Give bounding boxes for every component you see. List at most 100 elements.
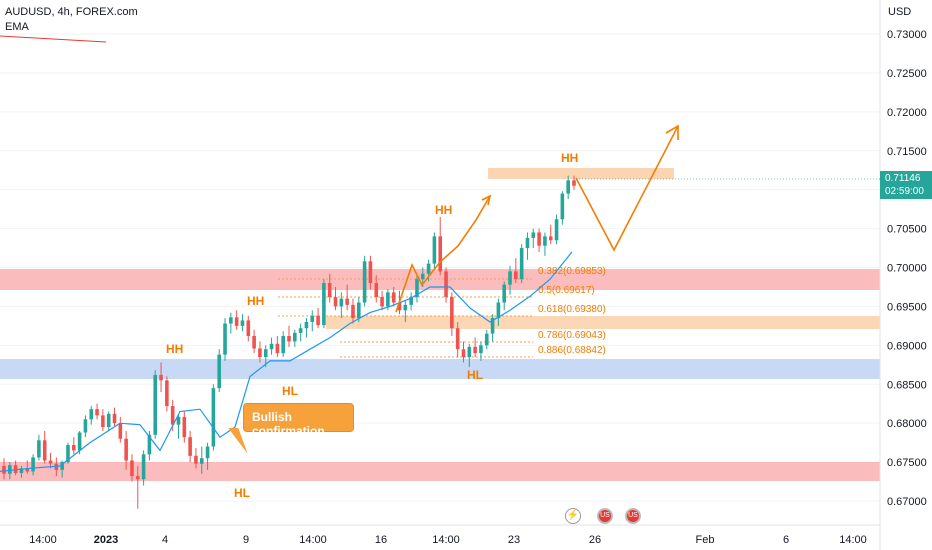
candle-body xyxy=(333,297,338,307)
candle-body xyxy=(124,438,128,461)
candle-series xyxy=(2,175,576,509)
candle-body xyxy=(71,444,76,451)
candle-body xyxy=(275,343,280,354)
swing-label-hl: HL xyxy=(282,384,298,398)
candle-body xyxy=(130,460,134,477)
candle-body xyxy=(234,317,239,326)
candle-body xyxy=(525,237,530,249)
candle-body xyxy=(287,335,291,342)
fib-label-0382: 0.382(0.69853) xyxy=(538,266,606,277)
ema-indicator-label[interactable]: EMA xyxy=(5,21,29,33)
us-flag-icon[interactable]: US xyxy=(625,508,641,524)
candle-body xyxy=(403,304,408,311)
candle-body xyxy=(304,321,309,329)
swing-label-hh: HH xyxy=(247,294,264,308)
candle-body xyxy=(112,413,117,424)
fib-label-0786: 0.786(0.69043) xyxy=(538,330,606,341)
candle-body xyxy=(496,302,501,319)
candle-body xyxy=(153,374,158,435)
candle-body xyxy=(368,261,373,284)
candle-body xyxy=(217,354,222,389)
last-price-value: 0.71146 xyxy=(885,173,921,184)
time-tick-label: 6 xyxy=(783,534,789,546)
candle-body xyxy=(531,232,536,238)
candle-body xyxy=(258,348,262,358)
lightning-icon[interactable]: ⚡ xyxy=(565,508,581,524)
time-tick-label: 4 xyxy=(162,534,168,546)
candle-body xyxy=(560,193,565,220)
time-tick-label: 26 xyxy=(589,534,601,546)
swing-label-hh: HH xyxy=(435,203,452,217)
ema-legend-line xyxy=(0,35,107,43)
candle-body xyxy=(31,457,35,472)
candle-body xyxy=(182,416,187,438)
lower-demand-zone xyxy=(0,462,880,481)
candle-body xyxy=(66,444,70,463)
swing-label-hl: HL xyxy=(467,368,483,382)
us-flag-icon[interactable]: US xyxy=(597,508,613,524)
ema-line xyxy=(0,251,573,472)
candle-body xyxy=(89,409,94,420)
candle-body xyxy=(176,416,181,425)
projection-arrows[interactable] xyxy=(395,124,679,313)
candle-body xyxy=(461,349,466,358)
fib-label-0618: 0.618(0.69380) xyxy=(538,304,606,315)
candle-body xyxy=(199,458,204,464)
price-tick-label: 0.73000 xyxy=(887,29,927,41)
candle-body xyxy=(188,437,192,456)
chart-title[interactable]: AUDUSD, 4h, FOREX.com xyxy=(5,6,138,18)
price-tick-label: 0.72000 xyxy=(887,107,927,119)
candle-body xyxy=(310,315,315,322)
candle-body xyxy=(420,273,425,280)
price-axis[interactable]: 0.730000.725000.720000.715000.710000.705… xyxy=(887,29,927,508)
time-tick-label: Feb xyxy=(696,534,715,546)
price-tick-label: 0.72500 xyxy=(887,68,927,80)
candle-body xyxy=(2,465,6,474)
candle-body xyxy=(327,283,332,298)
candle-body xyxy=(479,345,483,354)
fib-retracement[interactable] xyxy=(278,278,533,358)
candle-body xyxy=(83,419,88,433)
candle-body xyxy=(165,380,169,407)
candle-body xyxy=(391,292,396,303)
fib-golden-zone xyxy=(326,316,880,329)
candle-body xyxy=(345,298,349,305)
price-tick-label: 0.68000 xyxy=(887,418,927,430)
candle-body xyxy=(566,180,570,194)
bullish-confirmation-callout[interactable]: Bullish confirmation xyxy=(243,403,354,438)
candle-body xyxy=(409,297,413,305)
candle-body xyxy=(519,248,524,280)
candle-body xyxy=(170,406,175,425)
candle-body xyxy=(135,476,140,480)
candle-body xyxy=(205,446,210,459)
candle-body xyxy=(211,388,216,447)
candle-body xyxy=(362,261,367,303)
candle-body xyxy=(101,415,105,428)
candle-body xyxy=(246,320,251,336)
time-tick-label: 14:00 xyxy=(29,534,57,546)
time-axis[interactable]: 14:00 2023 4 9 14:00 16 14:00 23 26 Feb 6 14:00 xyxy=(29,534,867,546)
candle-body xyxy=(351,304,355,319)
candle-body xyxy=(455,328,460,350)
candle-body xyxy=(95,409,99,416)
candle-body xyxy=(484,333,489,346)
candle-body xyxy=(281,335,285,354)
price-tick-label: 0.70000 xyxy=(887,263,927,275)
time-tick-label: 14:00 xyxy=(432,534,460,546)
candle-body xyxy=(298,328,303,333)
candle-body xyxy=(322,283,326,326)
candle-body xyxy=(60,462,64,470)
fib-label-05: 0.5(0.69617) xyxy=(538,285,595,296)
bar-countdown: 02:59:00 xyxy=(885,186,924,197)
candle-body xyxy=(473,346,477,354)
candle-body xyxy=(432,236,437,264)
candle-body xyxy=(13,465,18,473)
candle-body xyxy=(467,346,472,358)
candle-body xyxy=(502,284,507,303)
candle-body xyxy=(147,434,152,455)
swing-label-hh: HH xyxy=(561,151,578,165)
time-tick-label: 14:00 xyxy=(299,534,327,546)
candle-body xyxy=(415,279,419,298)
candle-body xyxy=(339,298,344,307)
